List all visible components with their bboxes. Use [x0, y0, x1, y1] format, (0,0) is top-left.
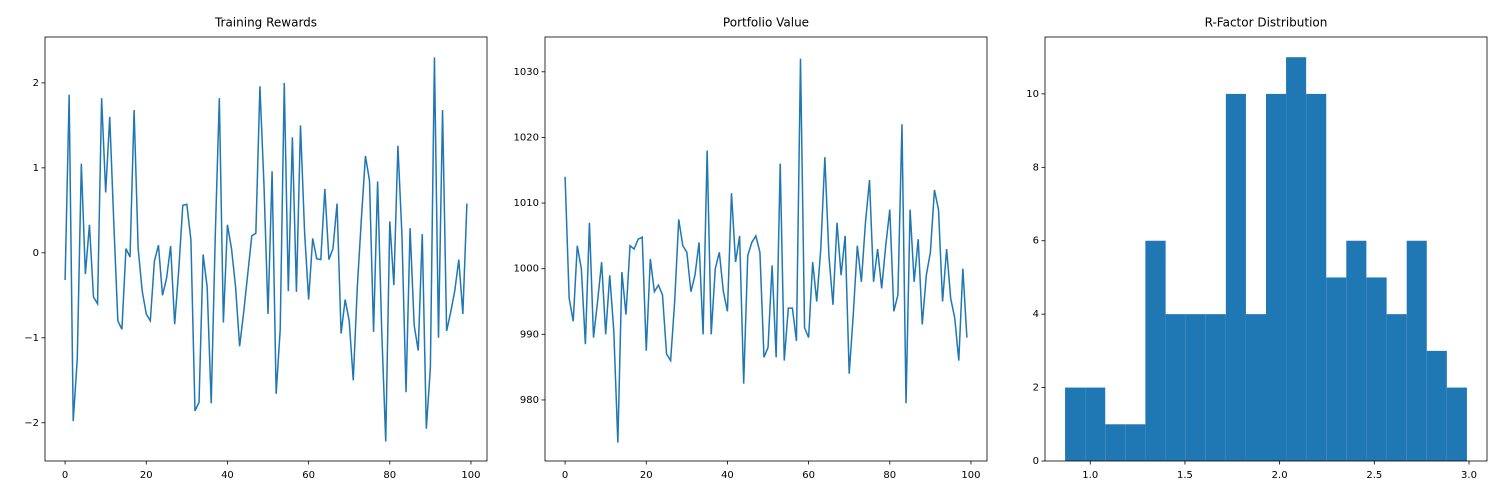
y-tick-label: 4: [1033, 309, 1039, 320]
hist-bar: [1245, 314, 1266, 461]
hist-bar: [1406, 240, 1427, 461]
y-tick-label: −1: [24, 333, 39, 344]
hist-bar: [1125, 424, 1146, 461]
axes-frame: [1044, 36, 1488, 462]
hist-bar: [1306, 93, 1327, 461]
x-tick-label: 3.0: [1461, 470, 1477, 481]
y-tick-label: 10: [1026, 89, 1039, 100]
y-tick-label: 8: [1033, 162, 1039, 173]
x-tick-label: 100: [961, 470, 980, 481]
x-tick-label: 1.0: [1082, 470, 1098, 481]
axes-frame: [44, 36, 488, 462]
hist-bar: [1426, 350, 1447, 461]
hist-bar: [1165, 314, 1186, 461]
hist-bar: [1205, 314, 1226, 461]
y-tick-label: 980: [520, 395, 539, 406]
hist-bar: [1326, 277, 1347, 461]
x-tick-label: 2.0: [1272, 470, 1288, 481]
y-tick-label: 990: [520, 329, 539, 340]
hist-bar: [1266, 93, 1287, 461]
hist-bar: [1085, 387, 1106, 461]
hist-bar: [1346, 240, 1367, 461]
y-tick-label: 6: [1033, 236, 1039, 247]
hist-bar: [1386, 314, 1407, 461]
y-tick-label: −2: [24, 418, 39, 429]
x-tick-label: 1.5: [1177, 470, 1193, 481]
hist-bar: [1366, 277, 1387, 461]
x-tick-label: 100: [461, 470, 480, 481]
axes-frame: [544, 36, 988, 462]
chart-title: Portfolio Value: [723, 16, 809, 30]
hist-bar: [1105, 424, 1126, 461]
y-tick-label: 1: [33, 163, 39, 174]
y-tick-label: 0: [33, 248, 39, 259]
hist-bar: [1286, 57, 1307, 461]
y-tick-label: 2: [1033, 383, 1039, 394]
x-tick-label: 40: [721, 470, 734, 481]
x-tick-label: 60: [802, 470, 815, 481]
hist-bar: [1225, 93, 1246, 461]
y-tick-label: 1000: [514, 264, 539, 275]
data-line: [564, 58, 968, 443]
data-line: [64, 57, 468, 442]
x-tick-label: 20: [640, 470, 653, 481]
x-tick-label: 80: [383, 470, 396, 481]
y-tick-label: 2: [33, 78, 39, 89]
x-tick-label: 40: [221, 470, 234, 481]
hist-bar: [1185, 314, 1206, 461]
hist-bar: [1145, 240, 1166, 461]
hist-bar: [1065, 387, 1086, 461]
chart-title: Training Rewards: [214, 16, 317, 30]
hist-bar: [1446, 387, 1467, 461]
x-tick-label: 0: [62, 470, 68, 481]
x-tick-label: 0: [562, 470, 568, 481]
y-tick-label: 1030: [514, 67, 539, 78]
x-tick-label: 20: [140, 470, 153, 481]
y-tick-label: 1020: [514, 132, 539, 143]
x-tick-label: 80: [883, 470, 896, 481]
x-tick-label: 60: [302, 470, 315, 481]
x-tick-label: 2.5: [1366, 470, 1382, 481]
y-tick-label: 1010: [514, 198, 539, 209]
y-tick-label: 0: [1033, 456, 1039, 467]
chart-title: R-Factor Distribution: [1205, 16, 1328, 30]
